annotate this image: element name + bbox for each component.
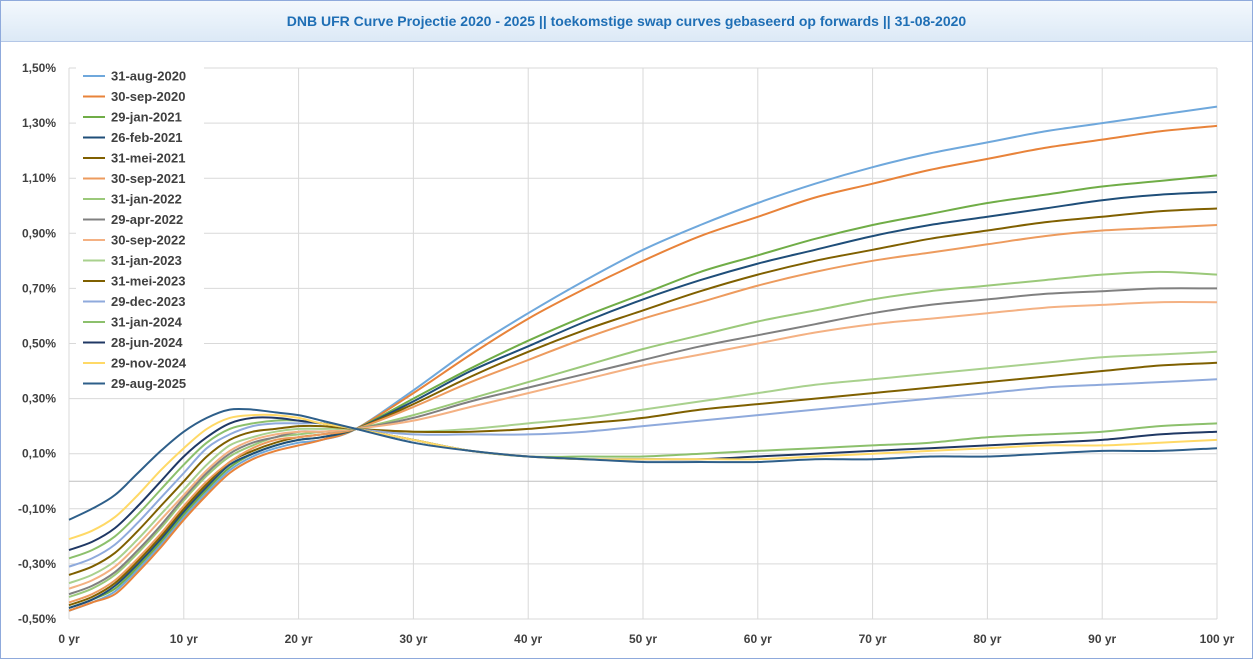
y-tick-label: 0,90% [22, 226, 56, 240]
y-axis-tick-labels: 1,50% 1,30% 1,10% 0,90% 0,70% 0,50% 0,30% 0,10%… [18, 61, 56, 626]
y-tick-label: 0,70% [22, 281, 56, 295]
gridlines [68, 67, 1218, 620]
series-line-30-sep-2020 [68, 124, 1218, 612]
legend: 31-aug-2020 30-sep-2020 29-jan-2021 26-feb-… [76, 64, 204, 398]
series-line-31-jan-2023 [68, 350, 1218, 585]
legend-label: 30-sep-2021 [111, 171, 185, 186]
legend-label: 29-nov-2024 [111, 356, 187, 371]
chart-title-bar: DNB UFR Curve Projectie 2020 - 2025 || t… [1, 1, 1252, 42]
legend-label: 26-feb-2021 [111, 130, 183, 145]
series-line-29-nov-2024 [68, 413, 1218, 541]
y-tick-label: -0,10% [18, 502, 56, 516]
y-tick-label: -0,30% [18, 557, 56, 571]
x-tick-label: 10 yr [170, 632, 198, 646]
x-tick-label: 50 yr [629, 632, 657, 646]
series-line-29-dec-2023 [68, 378, 1218, 568]
x-tick-label: 80 yr [973, 632, 1001, 646]
x-tick-label: 20 yr [285, 632, 313, 646]
x-tick-label: 90 yr [1088, 632, 1116, 646]
series-line-31-mei-2023 [68, 361, 1218, 576]
x-tick-label: 100 yr [1200, 632, 1235, 646]
legend-label: 31-mei-2023 [111, 274, 185, 289]
y-tick-label: -0,50% [18, 612, 56, 626]
series-lines [68, 105, 1218, 612]
legend-label: 29-jan-2021 [111, 110, 182, 125]
y-tick-label: 0,30% [22, 392, 56, 406]
x-tick-label: 30 yr [399, 632, 427, 646]
y-tick-label: 0,50% [22, 337, 56, 351]
x-tick-label: 70 yr [859, 632, 887, 646]
legend-label: 31-jan-2023 [111, 253, 182, 268]
y-tick-label: 0,10% [22, 447, 56, 461]
series-line-30-sep-2022 [68, 300, 1218, 590]
legend-label: 29-apr-2022 [111, 212, 183, 227]
series-line-30-sep-2021 [68, 224, 1218, 604]
legend-label: 31-aug-2020 [111, 69, 186, 84]
series-line-29-aug-2025 [68, 407, 1218, 521]
series-line-29-apr-2022 [68, 287, 1218, 596]
series-line-31-aug-2020 [68, 105, 1218, 612]
x-tick-label: 60 yr [744, 632, 772, 646]
legend-label: 28-jun-2024 [111, 335, 183, 350]
chart-title: DNB UFR Curve Projectie 2020 - 2025 || t… [286, 13, 967, 29]
legend-label: 30-sep-2020 [111, 89, 185, 104]
x-tick-label: 0 yr [58, 632, 80, 646]
series-line-31-jan-2022 [68, 270, 1218, 598]
legend-label: 31-mei-2021 [111, 151, 185, 166]
legend-label: 29-dec-2023 [111, 294, 185, 309]
legend-label: 30-sep-2022 [111, 233, 185, 248]
series-line-29-jan-2021 [68, 174, 1218, 609]
legend-label: 29-aug-2025 [111, 376, 186, 391]
legend-label: 31-jan-2024 [111, 315, 183, 330]
y-tick-label: 1,10% [22, 171, 56, 185]
x-axis-tick-labels: 0 yr 10 yr 20 yr 30 yr 40 yr 50 yr 60 yr 70 yr 8… [58, 632, 1234, 646]
y-tick-label: 1,30% [22, 116, 56, 130]
series-line-31-mei-2021 [68, 207, 1218, 607]
y-tick-label: 1,50% [22, 61, 56, 75]
legend-label: 31-jan-2022 [111, 192, 182, 207]
series-line-26-feb-2021 [68, 191, 1218, 609]
x-tick-label: 40 yr [514, 632, 542, 646]
